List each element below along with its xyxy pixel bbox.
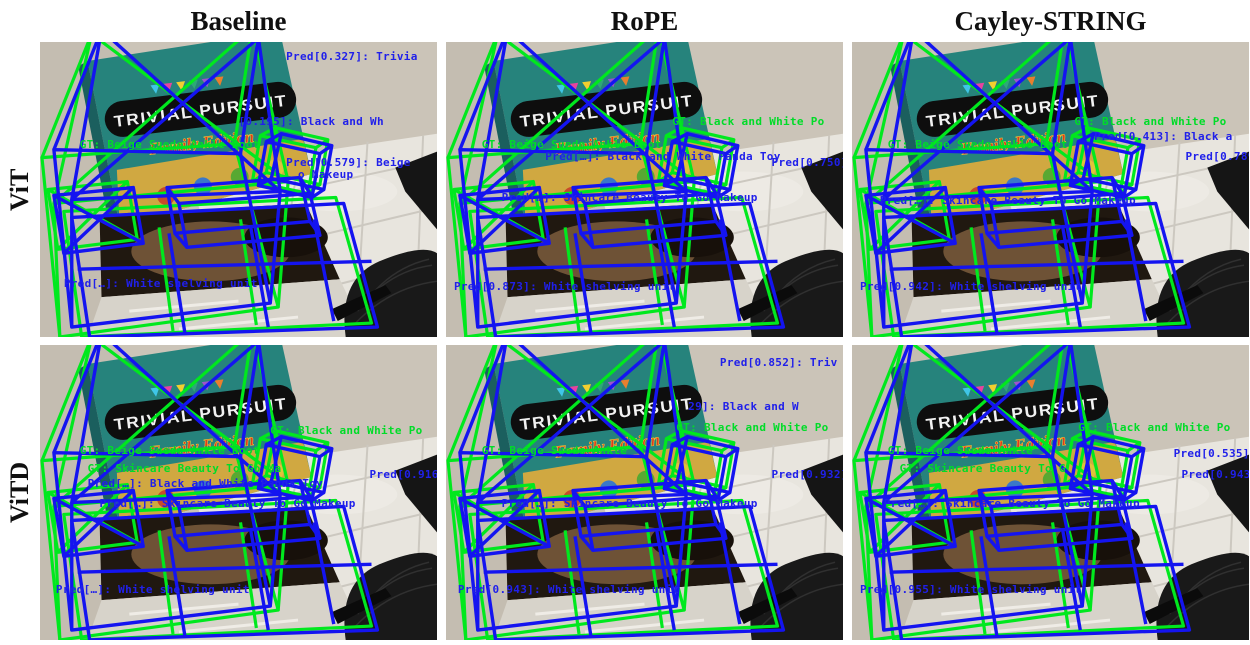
cell-vitd-rope: Pred[0.852]: Triv 29]: Black and W GT: Bla… — [446, 345, 843, 640]
cell-vit-baseline: Pred[0.327]: Trivia [0.195]: Black and Wh… — [40, 42, 437, 337]
scene-image — [446, 345, 843, 640]
column-header-baseline: Baseline — [190, 5, 287, 36]
figure-grid: Pred[0.327]: Trivia [0.195]: Black and Wh… — [40, 42, 1249, 640]
column-header-rope: RoPE — [610, 5, 679, 36]
cell-vitd-cayley-string: GT: Black and White Po GT: Beige Suede An… — [852, 345, 1249, 640]
scene-image — [40, 42, 437, 337]
scene-image — [852, 345, 1249, 640]
scene-image — [446, 42, 843, 337]
row-label-vitd: ViTD — [5, 461, 34, 524]
scene-image — [40, 345, 437, 640]
scene-image — [852, 42, 1249, 337]
cell-vit-cayley-string: GT: Black and White Po Pred[0.413]: Black… — [852, 42, 1249, 337]
row-label-vit: ViT — [5, 168, 34, 211]
column-headers: Baseline RoPE Cayley-STRING — [40, 0, 1249, 42]
cell-vit-rope: GT: Black and White Po GT: Beige Suede An… — [446, 42, 843, 337]
column-header-cayley-string: Cayley-STRING — [954, 5, 1147, 36]
cell-vitd-baseline: GT: Black and White Po GT: Beige Suede An… — [40, 345, 437, 640]
